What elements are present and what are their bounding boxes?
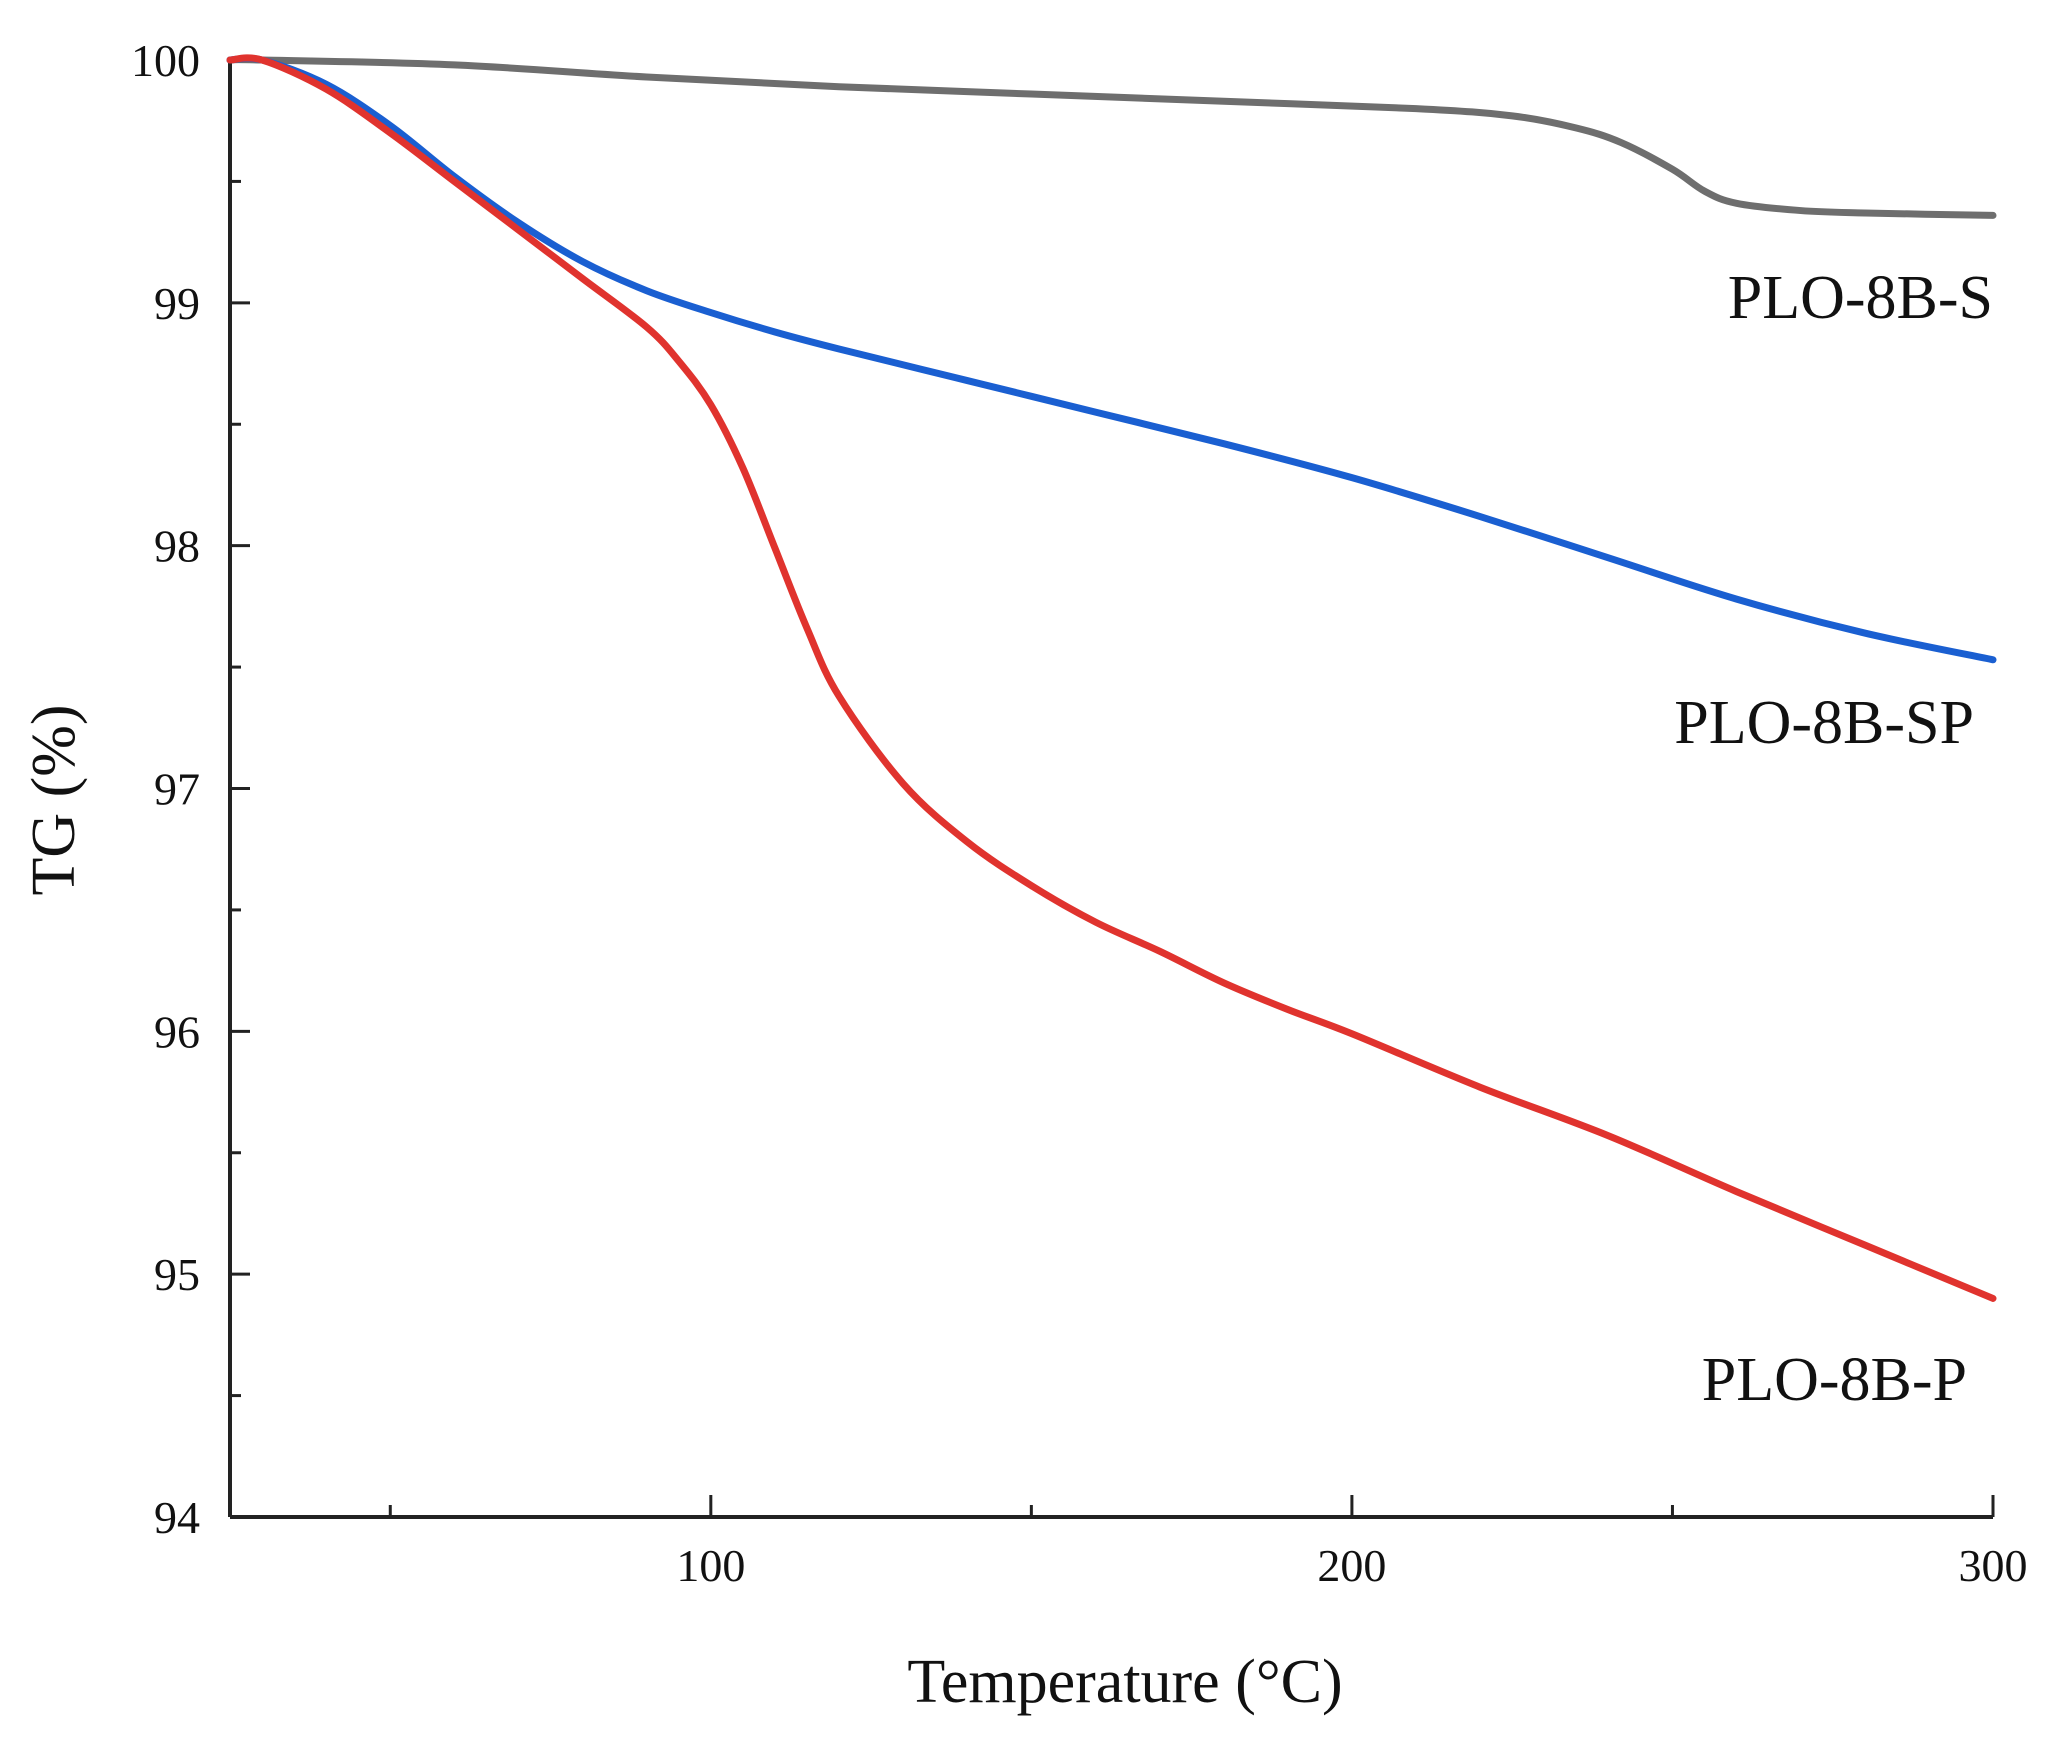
x-tick-label: 300 bbox=[1959, 1540, 2028, 1591]
y-tick-label: 94 bbox=[154, 1492, 200, 1543]
series-label-plo-8b-p: PLO-8B-P bbox=[1702, 1346, 1967, 1414]
tick-labels: 100 200 300 94 95 96 97 98 99 100 bbox=[131, 35, 2028, 1591]
series-label-plo-8b-s: PLO-8B-S bbox=[1728, 264, 1993, 332]
x-axis-title: Temperature (°C) bbox=[907, 1648, 1342, 1716]
y-tick-label: 95 bbox=[154, 1249, 200, 1300]
y-tick-label: 97 bbox=[154, 764, 200, 815]
series-line-plo-8b-s bbox=[226, 56, 1997, 219]
y-tick-label: 99 bbox=[154, 278, 200, 329]
ticks bbox=[230, 58, 1995, 1519]
y-axis-title: TG (%) bbox=[20, 704, 88, 895]
series-layer bbox=[226, 54, 1997, 1302]
series-line-plo-8b-sp bbox=[226, 54, 1997, 664]
y-tick-label: 100 bbox=[131, 35, 200, 86]
annotation-layer: PLO-8B-S PLO-8B-SP PLO-8B-P bbox=[1674, 264, 1993, 1414]
y-tick-label: 98 bbox=[154, 521, 200, 572]
series-label-plo-8b-sp: PLO-8B-SP bbox=[1674, 689, 1974, 757]
x-tick-label: 200 bbox=[1317, 1540, 1386, 1591]
y-tick-label: 96 bbox=[154, 1006, 200, 1057]
x-tick-label: 100 bbox=[676, 1540, 745, 1591]
series-line-plo-8b-p bbox=[226, 54, 1997, 1302]
